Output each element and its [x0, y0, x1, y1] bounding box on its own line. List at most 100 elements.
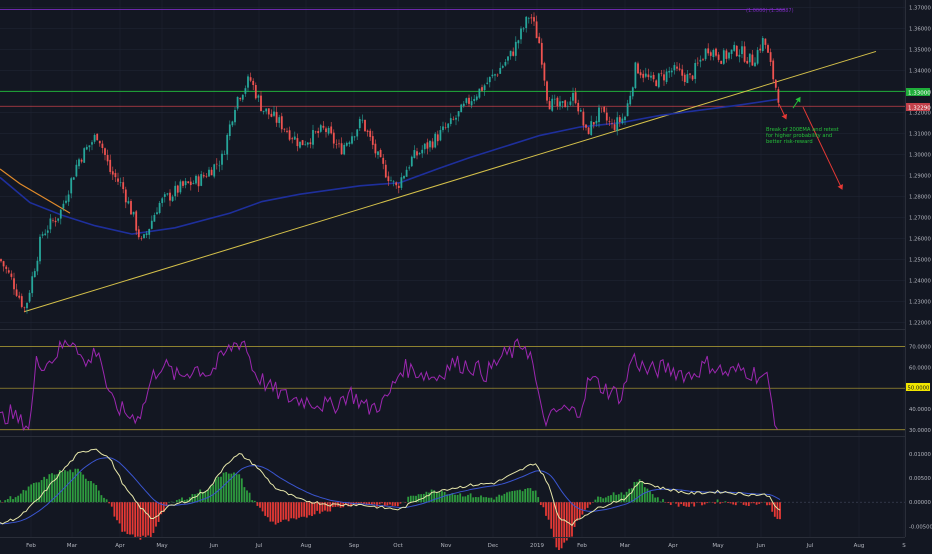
- candle-body: [221, 154, 223, 165]
- macd-histogram-bar: [119, 502, 121, 523]
- macd-histogram-bar: [777, 502, 779, 519]
- macd-histogram-bar: [134, 502, 136, 537]
- macd-histogram-bar: [0, 500, 1, 502]
- candle-body: [128, 201, 130, 203]
- candle-body: [185, 181, 187, 185]
- time-tick-label: Oct: [393, 543, 403, 549]
- macd-histogram-bar: [236, 474, 238, 502]
- macd-histogram-bar: [545, 502, 547, 516]
- time-tick-label: Mar: [620, 543, 631, 549]
- macd-histogram-bar: [88, 481, 90, 502]
- macd-histogram-bar: [179, 499, 181, 502]
- candle-body: [510, 51, 512, 56]
- candle-body: [380, 150, 382, 157]
- candle-body: [42, 234, 44, 235]
- macd-histogram-bar: [735, 502, 737, 505]
- macd-histogram-bar: [114, 502, 116, 516]
- price-tick-label: 1.25000: [909, 257, 932, 263]
- macd-histogram-bar: [693, 502, 695, 506]
- time-tick-label: 2019: [530, 543, 544, 549]
- candle-body: [388, 176, 390, 181]
- candle-body: [182, 181, 184, 186]
- macd-histogram-bar: [418, 494, 420, 502]
- candle-body: [299, 142, 301, 148]
- price-tick-label: 1.23000: [909, 299, 932, 305]
- candle-body: [362, 120, 364, 121]
- candle-body: [437, 134, 439, 141]
- candle-body: [200, 174, 202, 186]
- macd-histogram-bar: [108, 502, 110, 503]
- macd-histogram-bar: [457, 495, 459, 502]
- macd-tick-label: 0.00500: [909, 476, 932, 482]
- rsi-highlight-tag-text: 50.0000: [908, 386, 931, 392]
- candle-body: [169, 193, 171, 201]
- candle-body: [208, 170, 210, 177]
- candle-body: [76, 165, 78, 177]
- candle-body: [307, 143, 309, 145]
- candle-body: [648, 74, 650, 77]
- candle-body: [268, 108, 270, 114]
- annotation-line-3: better risk-reward: [766, 139, 813, 145]
- candle-body: [635, 62, 637, 88]
- macd-histogram-bar: [85, 479, 87, 502]
- candle-body: [336, 144, 338, 145]
- macd-histogram-bar: [467, 495, 469, 502]
- macd-histogram-bar: [582, 502, 584, 514]
- macd-histogram-bar: [137, 502, 139, 536]
- candle-body: [531, 17, 533, 18]
- macd-histogram-bar: [51, 473, 53, 502]
- candle-body: [616, 117, 618, 131]
- candle-body: [759, 49, 761, 51]
- candle-body: [354, 136, 356, 137]
- macd-histogram-bar: [756, 502, 758, 505]
- candle-body: [629, 96, 631, 105]
- candle-body: [414, 150, 416, 158]
- macd-histogram-bar: [683, 502, 685, 506]
- candle-body: [351, 136, 353, 143]
- candle-body: [614, 124, 616, 130]
- candle-body: [338, 143, 340, 144]
- candle-body: [138, 229, 140, 237]
- macd-histogram-bar: [678, 502, 680, 506]
- candle-body: [13, 278, 15, 289]
- candle-body: [406, 170, 408, 177]
- candle-body: [226, 135, 228, 155]
- macd-histogram-bar: [472, 497, 474, 502]
- time-tick-label: Dec: [488, 543, 499, 549]
- candle-body: [180, 181, 182, 192]
- macd-histogram-bar: [397, 502, 399, 506]
- candle-body: [489, 77, 491, 82]
- candle-body: [554, 99, 556, 100]
- macd-histogram-bar: [212, 485, 214, 503]
- macd-histogram-bar: [376, 502, 378, 507]
- macd-histogram-bar: [517, 490, 519, 502]
- macd-histogram-bar: [90, 481, 92, 502]
- candle-body: [632, 87, 634, 96]
- candle-body: [73, 177, 75, 179]
- macd-histogram-bar: [335, 502, 337, 507]
- candle-body: [115, 173, 117, 177]
- candle-body: [310, 142, 312, 144]
- macd-histogram-bar: [358, 502, 360, 503]
- macd-histogram-bar: [436, 492, 438, 502]
- macd-histogram-bar: [470, 493, 472, 502]
- macd-histogram-bar: [743, 502, 745, 505]
- candle-body: [689, 73, 691, 74]
- macd-histogram-bar: [745, 502, 747, 505]
- candle-body: [564, 100, 566, 107]
- candle-body: [26, 303, 28, 308]
- candle-body: [549, 101, 551, 109]
- candle-body: [679, 69, 681, 70]
- macd-tick-label: 0.01000: [909, 452, 932, 458]
- candle-body: [570, 101, 572, 104]
- candle-body: [325, 128, 327, 132]
- candle-body: [497, 75, 499, 76]
- candle-body: [733, 45, 735, 51]
- candle-body: [29, 293, 31, 302]
- macd-histogram-bar: [10, 496, 12, 502]
- candle-body: [707, 48, 709, 53]
- candle-body: [663, 74, 665, 80]
- candle-body: [622, 119, 624, 124]
- macd-histogram-bar: [303, 502, 305, 516]
- macd-histogram-bar: [145, 502, 147, 537]
